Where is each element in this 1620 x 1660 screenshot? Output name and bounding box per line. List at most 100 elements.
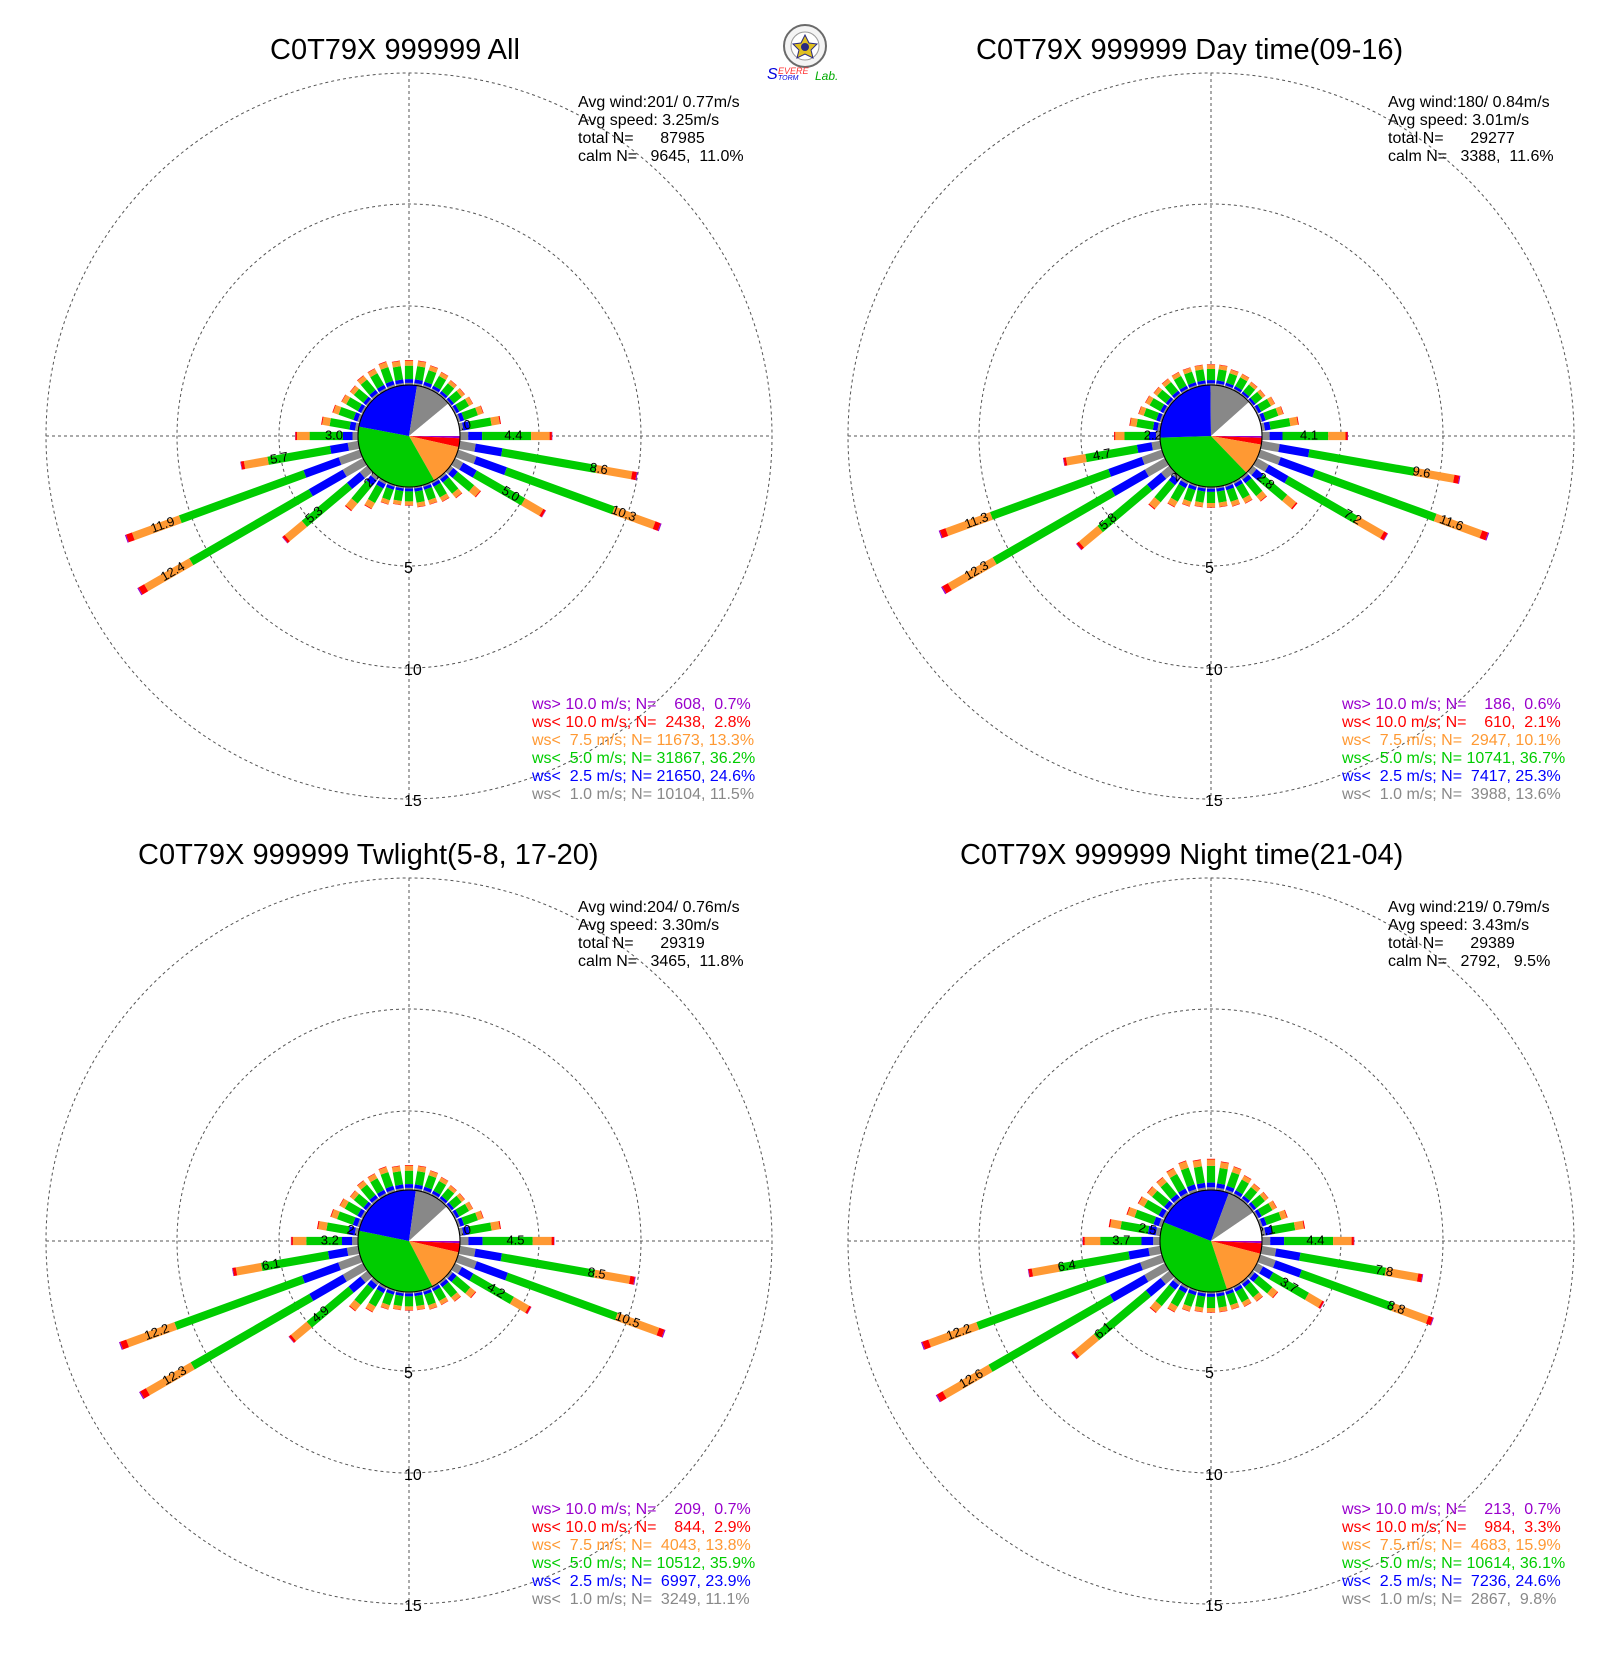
spoke-segment <box>459 1193 465 1200</box>
direction-spoke <box>1253 396 1276 415</box>
direction-spoke <box>422 1287 438 1310</box>
spoke-segment <box>1264 1212 1282 1225</box>
spoke-value-label: 6.4 <box>1056 1256 1076 1274</box>
spoke-segment <box>404 1170 414 1185</box>
ring-value-label: 10 <box>404 1467 422 1484</box>
spoke-segment <box>1179 385 1189 393</box>
spoke-segment <box>346 472 365 489</box>
spoke-segment <box>404 1310 414 1311</box>
spoke-segment <box>1153 1216 1162 1227</box>
spoke-segment <box>1149 431 1156 441</box>
spoke-value-label: 8.8 <box>1385 1297 1407 1317</box>
spoke-value-label: 4.1 <box>1300 427 1318 442</box>
spoke-segment <box>541 510 547 518</box>
spoke-segment <box>1180 478 1190 485</box>
spoke-segment <box>1232 1283 1241 1289</box>
spoke-segment <box>441 1188 455 1202</box>
spoke-segment <box>1251 1183 1260 1193</box>
spoke-segment <box>1206 1293 1216 1297</box>
spoke-segment <box>1187 484 1197 491</box>
direction-spoke <box>1247 1191 1269 1212</box>
spoke-segment <box>1259 1217 1267 1227</box>
spoke-segment <box>942 1364 993 1399</box>
spoke-segment <box>1189 482 1198 488</box>
spoke-segment <box>282 536 288 544</box>
spoke-segment <box>357 1180 367 1190</box>
spoke-segment <box>423 484 432 490</box>
spoke-segment <box>595 465 633 480</box>
spoke-segment <box>404 1296 414 1307</box>
direction-spoke <box>1192 1159 1207 1192</box>
spoke-segment <box>1219 1310 1228 1313</box>
direction-spoke <box>349 1277 380 1312</box>
spoke-segment <box>938 530 943 539</box>
spoke-segment <box>357 413 363 423</box>
spoke-segment <box>240 461 243 470</box>
spoke-segment <box>414 487 423 492</box>
spoke-segment <box>1194 1306 1204 1312</box>
spoke-segment <box>455 1218 461 1228</box>
spoke-segment <box>343 431 353 441</box>
spoke-segment <box>457 412 465 422</box>
spoke-segment <box>1225 382 1234 388</box>
spoke-segment <box>1257 1203 1273 1217</box>
spoke-segment <box>1167 1302 1178 1312</box>
stat-line: total N= 29277 <box>1388 130 1515 147</box>
spoke-segment <box>1197 487 1206 492</box>
direction-spoke <box>438 380 457 400</box>
direction-spoke <box>438 1185 457 1205</box>
legend-entry: ws< 7.5 m/s; N= 4043, 13.8% <box>532 1537 751 1554</box>
spoke-segment <box>353 412 361 422</box>
spoke-segment <box>1284 1209 1288 1218</box>
direction-spoke: 4.4 <box>459 427 553 442</box>
direction-spoke <box>455 405 484 423</box>
spoke-segment <box>1171 372 1181 380</box>
spoke-segment <box>1206 1165 1216 1183</box>
speed-class-pie-slice <box>1159 385 1211 438</box>
spoke-segment <box>240 461 246 470</box>
spoke-segment <box>1226 1292 1238 1306</box>
spoke-segment <box>414 1184 423 1190</box>
spoke-segment <box>291 1236 293 1246</box>
spoke-segment <box>417 505 426 508</box>
spoke-segment <box>431 1190 441 1198</box>
direction-spoke <box>430 478 450 502</box>
direction-spoke <box>404 360 414 386</box>
direction-spoke: 2.2 <box>1114 427 1162 442</box>
spoke-segment <box>480 405 484 414</box>
direction-spoke <box>422 365 439 390</box>
spoke-segment <box>1183 1292 1196 1307</box>
spoke-segment <box>1242 1279 1251 1288</box>
spoke-segment <box>652 521 661 531</box>
spoke-segment <box>1147 472 1167 491</box>
direction-spoke <box>422 482 438 505</box>
spoke-segment <box>1181 503 1190 507</box>
spoke-segment <box>459 1236 469 1246</box>
speed-class-pie-slice <box>409 1190 447 1241</box>
spoke-segment <box>428 1302 438 1310</box>
spoke-segment <box>1173 375 1187 390</box>
legend-entry: ws< 5.0 m/s; N= 31867, 36.2% <box>532 750 756 767</box>
spoke-segment <box>329 442 349 454</box>
spoke-segment <box>1251 1194 1265 1209</box>
speed-class-pie-slice <box>1163 1189 1229 1241</box>
spoke-segment <box>404 1293 414 1297</box>
spoke-segment <box>404 360 414 366</box>
spoke-segment <box>1253 1183 1261 1189</box>
direction-spoke: 2.1 <box>1256 1220 1306 1239</box>
spoke-segment <box>371 1197 380 1205</box>
spoke-segment <box>1274 1248 1301 1261</box>
legend-entry: ws< 2.5 m/s; N= 21650, 24.6% <box>532 768 756 785</box>
spoke-segment <box>1260 440 1280 452</box>
spoke-segment <box>1150 1300 1162 1313</box>
spoke-segment <box>1269 431 1283 441</box>
spoke-segment <box>349 421 357 431</box>
spoke-segment <box>468 396 474 404</box>
spoke-segment <box>1312 469 1437 522</box>
spoke-segment <box>424 370 437 385</box>
direction-spoke <box>422 1170 439 1195</box>
legend-entry: ws< 1.0 m/s; N= 3988, 13.6% <box>1342 786 1561 803</box>
spoke-segment <box>145 1362 195 1396</box>
spoke-segment <box>391 1165 400 1168</box>
speed-class-pie-slice <box>358 1230 433 1293</box>
